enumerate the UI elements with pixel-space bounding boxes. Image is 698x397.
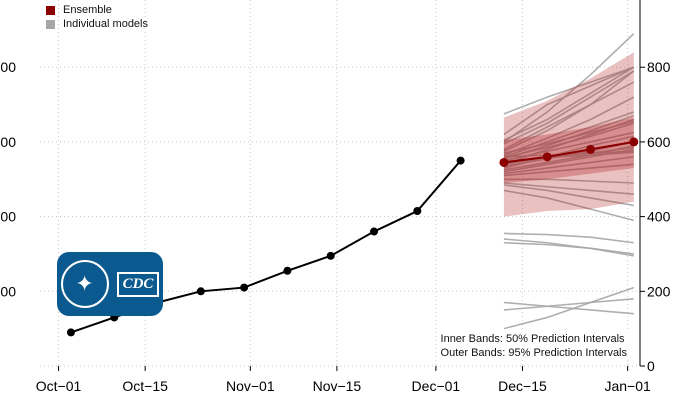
y-right-tick-label: 400 — [647, 209, 671, 225]
x-tick-label: Nov−15 — [313, 378, 362, 394]
individual-model-line — [503, 238, 634, 257]
ensemble-series — [499, 137, 639, 167]
observed-point — [240, 283, 249, 292]
cdc-wordmark: CDC — [116, 271, 160, 297]
individual-model-line — [503, 232, 634, 244]
x-tick-label: Nov−01 — [226, 378, 275, 394]
observed-point — [326, 251, 335, 260]
individual-model-line — [503, 111, 635, 158]
legend-individual-label: Individual models — [63, 18, 148, 30]
band-note: Inner Bands: 50% Prediction Intervals Ou… — [438, 332, 629, 360]
observed-point — [283, 266, 292, 275]
y-right-tick-label: 0 — [647, 358, 655, 374]
observed-point — [66, 328, 75, 337]
individual-model-line — [503, 66, 635, 141]
y-left-tick-label: 200 — [0, 283, 16, 299]
ensemble-point — [586, 144, 596, 154]
individual-model-line — [503, 301, 634, 315]
ensemble-swatch — [46, 5, 55, 15]
individual-model-line — [503, 66, 635, 115]
individual-model-line — [503, 120, 635, 154]
x-tick-label: Oct−15 — [122, 378, 168, 394]
individual-model-line — [503, 189, 635, 222]
observed-point — [196, 287, 205, 296]
x-tick-label: Dec−15 — [498, 378, 547, 394]
ensemble-point — [629, 137, 639, 147]
ensemble-point — [542, 152, 552, 162]
tick-labels: Oct−01 Oct−15 Nov−01 Nov−15 Dec−01 Dec−15 Jan−… — [0, 59, 671, 394]
legend-item-individual: Individual models — [46, 17, 148, 31]
individual-model-line — [503, 81, 635, 151]
band-note-inner: Inner Bands: 50% Prediction Intervals — [440, 333, 625, 345]
ensemble-point — [499, 157, 509, 167]
legend-ensemble-label: Ensemble — [63, 4, 112, 16]
individual-model-line — [503, 33, 635, 143]
x-tick-label: Oct−01 — [36, 378, 82, 394]
ensemble-prediction-bands — [503, 52, 634, 217]
individual-model-line — [503, 297, 634, 311]
individual-model-line — [503, 182, 634, 196]
individual-model-line — [503, 96, 635, 156]
observed-point — [456, 156, 465, 165]
x-tick-label: Dec−01 — [412, 378, 461, 394]
y-left-tick-label: 400 — [0, 209, 16, 225]
legend: Ensemble Individual models — [46, 3, 148, 31]
ensemble-50-band — [503, 117, 634, 183]
individual-model-line — [503, 184, 634, 207]
y-left-tick-label: 800 — [0, 59, 16, 75]
band-note-outer: Outer Bands: 95% Prediction Intervals — [440, 347, 627, 359]
individual-model-line — [503, 70, 635, 145]
axes — [58, 0, 645, 371]
individual-swatch — [46, 19, 55, 29]
individual-model-line — [503, 144, 634, 171]
y-right-tick-label: 600 — [647, 134, 671, 150]
x-tick-label: Jan−01 — [604, 378, 651, 394]
individual-model-line — [503, 66, 635, 136]
individual-model-line — [503, 286, 635, 330]
hhs-eagle-seal-icon: ✦ — [60, 260, 109, 308]
y-right-tick-label: 800 — [647, 59, 671, 75]
y-right-tick-label: 200 — [647, 283, 671, 299]
ensemble-median-line — [503, 140, 634, 164]
individual-model-line — [503, 241, 634, 255]
observed-point — [413, 207, 422, 216]
individual-model-line — [503, 122, 635, 159]
legend-item-ensemble: Ensemble — [46, 3, 148, 17]
individual-model-line — [503, 156, 634, 175]
individual-model-line — [503, 178, 634, 184]
ensemble-95-band — [503, 52, 634, 217]
individual-model-line — [503, 163, 634, 177]
y-left-tick-label: 600 — [0, 134, 16, 150]
individual-model-line — [503, 70, 635, 152]
cdc-logo: ✦ CDC — [57, 252, 163, 316]
observed-point — [370, 227, 379, 236]
